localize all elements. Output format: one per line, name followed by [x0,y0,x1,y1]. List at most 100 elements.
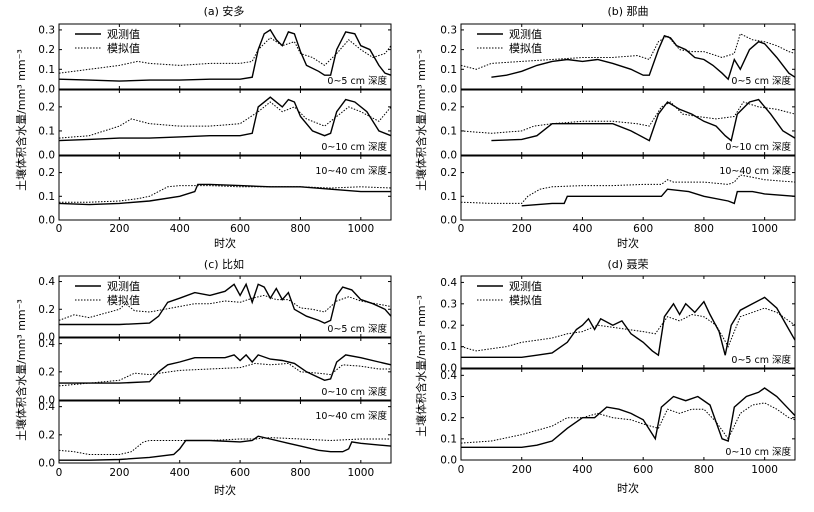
depth-label: 0~5 cm 深度 [731,75,791,87]
y-tick-label: 0.3 [38,24,55,36]
subplot-3: 0.0 0.1 0.2 10~40 cm 深度 [38,155,392,227]
observed-series-line [521,188,796,207]
y-tick-label: 0.4 [38,338,55,350]
legend-label-simulated: 模拟值 [107,293,140,307]
x-tick-label: 800 [694,223,714,235]
x-tick-label: 600 [633,464,653,476]
observed-series-line [58,28,392,82]
depth-label: 0~10 cm 深度 [321,141,387,153]
y-tick-label: 0.0 [38,332,55,344]
x-tick-label: 600 [230,467,250,479]
x-tick-label: 0 [56,467,63,479]
depth-label: 0~5 cm 深度 [731,354,791,366]
legend-label-observed: 观测值 [107,280,140,293]
y-tick-label: 0.0 [38,150,55,162]
simulated-series-line [460,174,796,204]
x-tick-label: 1000 [751,223,778,235]
subplot-2: 0.0 0.1 0.2 0~10 cm 深度 [38,89,392,162]
plot-frame [460,275,796,369]
depth-label: 0~10 cm 深度 [725,141,791,153]
y-tick-label: 0.2 [440,320,457,332]
x-tick-label: 400 [170,223,190,235]
y-tick-label: 0.1 [38,64,55,76]
x-tick-label: 800 [290,467,310,479]
x-tick-label: 0 [458,223,465,235]
plot-frame [460,368,796,461]
subplot-3: 0.0 0.1 0.2 10~40 cm 深度 [440,155,796,227]
panel-title: (d) 聂荣 [607,258,648,271]
simulated-series-line [58,437,391,455]
x-axis-label: 时次 [214,483,236,497]
x-tick-label: 0 [458,464,465,476]
legend-label-simulated: 模拟值 [509,41,542,55]
y-tick-label: 0.1 [38,191,55,203]
y-tick-label: 0.0 [440,455,457,467]
y-tick-label: 0.2 [38,366,55,378]
depth-label: 10~40 cm 深度 [315,410,387,422]
x-tick-label: 600 [230,223,250,235]
plot-frame [58,337,392,401]
x-axis-label: 时次 [214,236,236,250]
y-tick-label: 0.1 [440,125,457,137]
plot-frame [460,23,796,90]
x-tick-label: 200 [109,223,129,235]
subplot-2: 0.0 0.1 0.2 0~10 cm 深度 [440,89,796,162]
y-tick-label: 0.4 [440,277,457,289]
x-tick-label: 200 [512,464,532,476]
y-tick-label: 0.1 [440,191,457,203]
x-tick-label: 400 [170,467,190,479]
y-tick-label: 0.2 [38,167,55,179]
y-tick-label: 0.3 [440,24,457,36]
depth-label: 0~5 cm 深度 [327,323,387,335]
observed-series-line [59,435,392,461]
observed-series-line [59,353,392,384]
y-tick-label: 0.1 [440,341,457,353]
x-tick-label: 1000 [347,223,374,235]
y-tick-label: 0.3 [440,298,457,310]
legend-label-simulated: 模拟值 [107,41,140,55]
legend-label-observed: 观测值 [509,280,542,293]
simulated-series-line [58,37,392,74]
y-tick-label: 0.0 [440,363,457,375]
depth-label: 0~10 cm 深度 [321,386,387,398]
x-tick-label: 800 [290,223,310,235]
simulated-series-line [460,33,796,70]
observed-series-line [491,98,796,142]
plot-frame [58,155,392,221]
panel-title: (b) 那曲 [607,5,648,18]
depth-label: 0~10 cm 深度 [725,446,791,458]
subplot-3: 0.0 0.2 0.4 10~40 cm 深度 [38,400,392,470]
y-tick-label: 0.0 [38,84,55,96]
observed-series-line [461,387,796,448]
y-tick-label: 0.1 [38,125,55,137]
x-tick-label: 600 [633,223,653,235]
panel-title: (c) 比如 [204,257,244,271]
plot-frame [460,155,796,221]
y-tick-label: 0.0 [38,215,55,227]
simulated-series-line [460,402,796,444]
observed-series-line [59,282,392,326]
depth-label: 10~40 cm 深度 [719,165,791,177]
subplot-2: 0.0 0.2 0.4 0~10 cm 深度 [38,337,392,407]
plot-frame [58,400,392,464]
y-axis-label: 土壤体积含水量/mm³ mm⁻³ [414,49,428,191]
y-axis-label: 土壤体积含水量/mm³ mm⁻³ [14,49,28,191]
y-tick-label: 0.2 [440,412,457,424]
observed-series-line [491,34,796,81]
subplot-2: 0.0 0.1 0.2 0.3 0.4 0~10 cm 深度 [440,368,796,467]
simulated-series-line [58,294,392,321]
x-tick-label: 400 [572,223,592,235]
y-tick-label: 0.0 [440,150,457,162]
legend-label-observed: 观测值 [509,28,542,41]
panel-title: (a) 安多 [204,4,245,18]
